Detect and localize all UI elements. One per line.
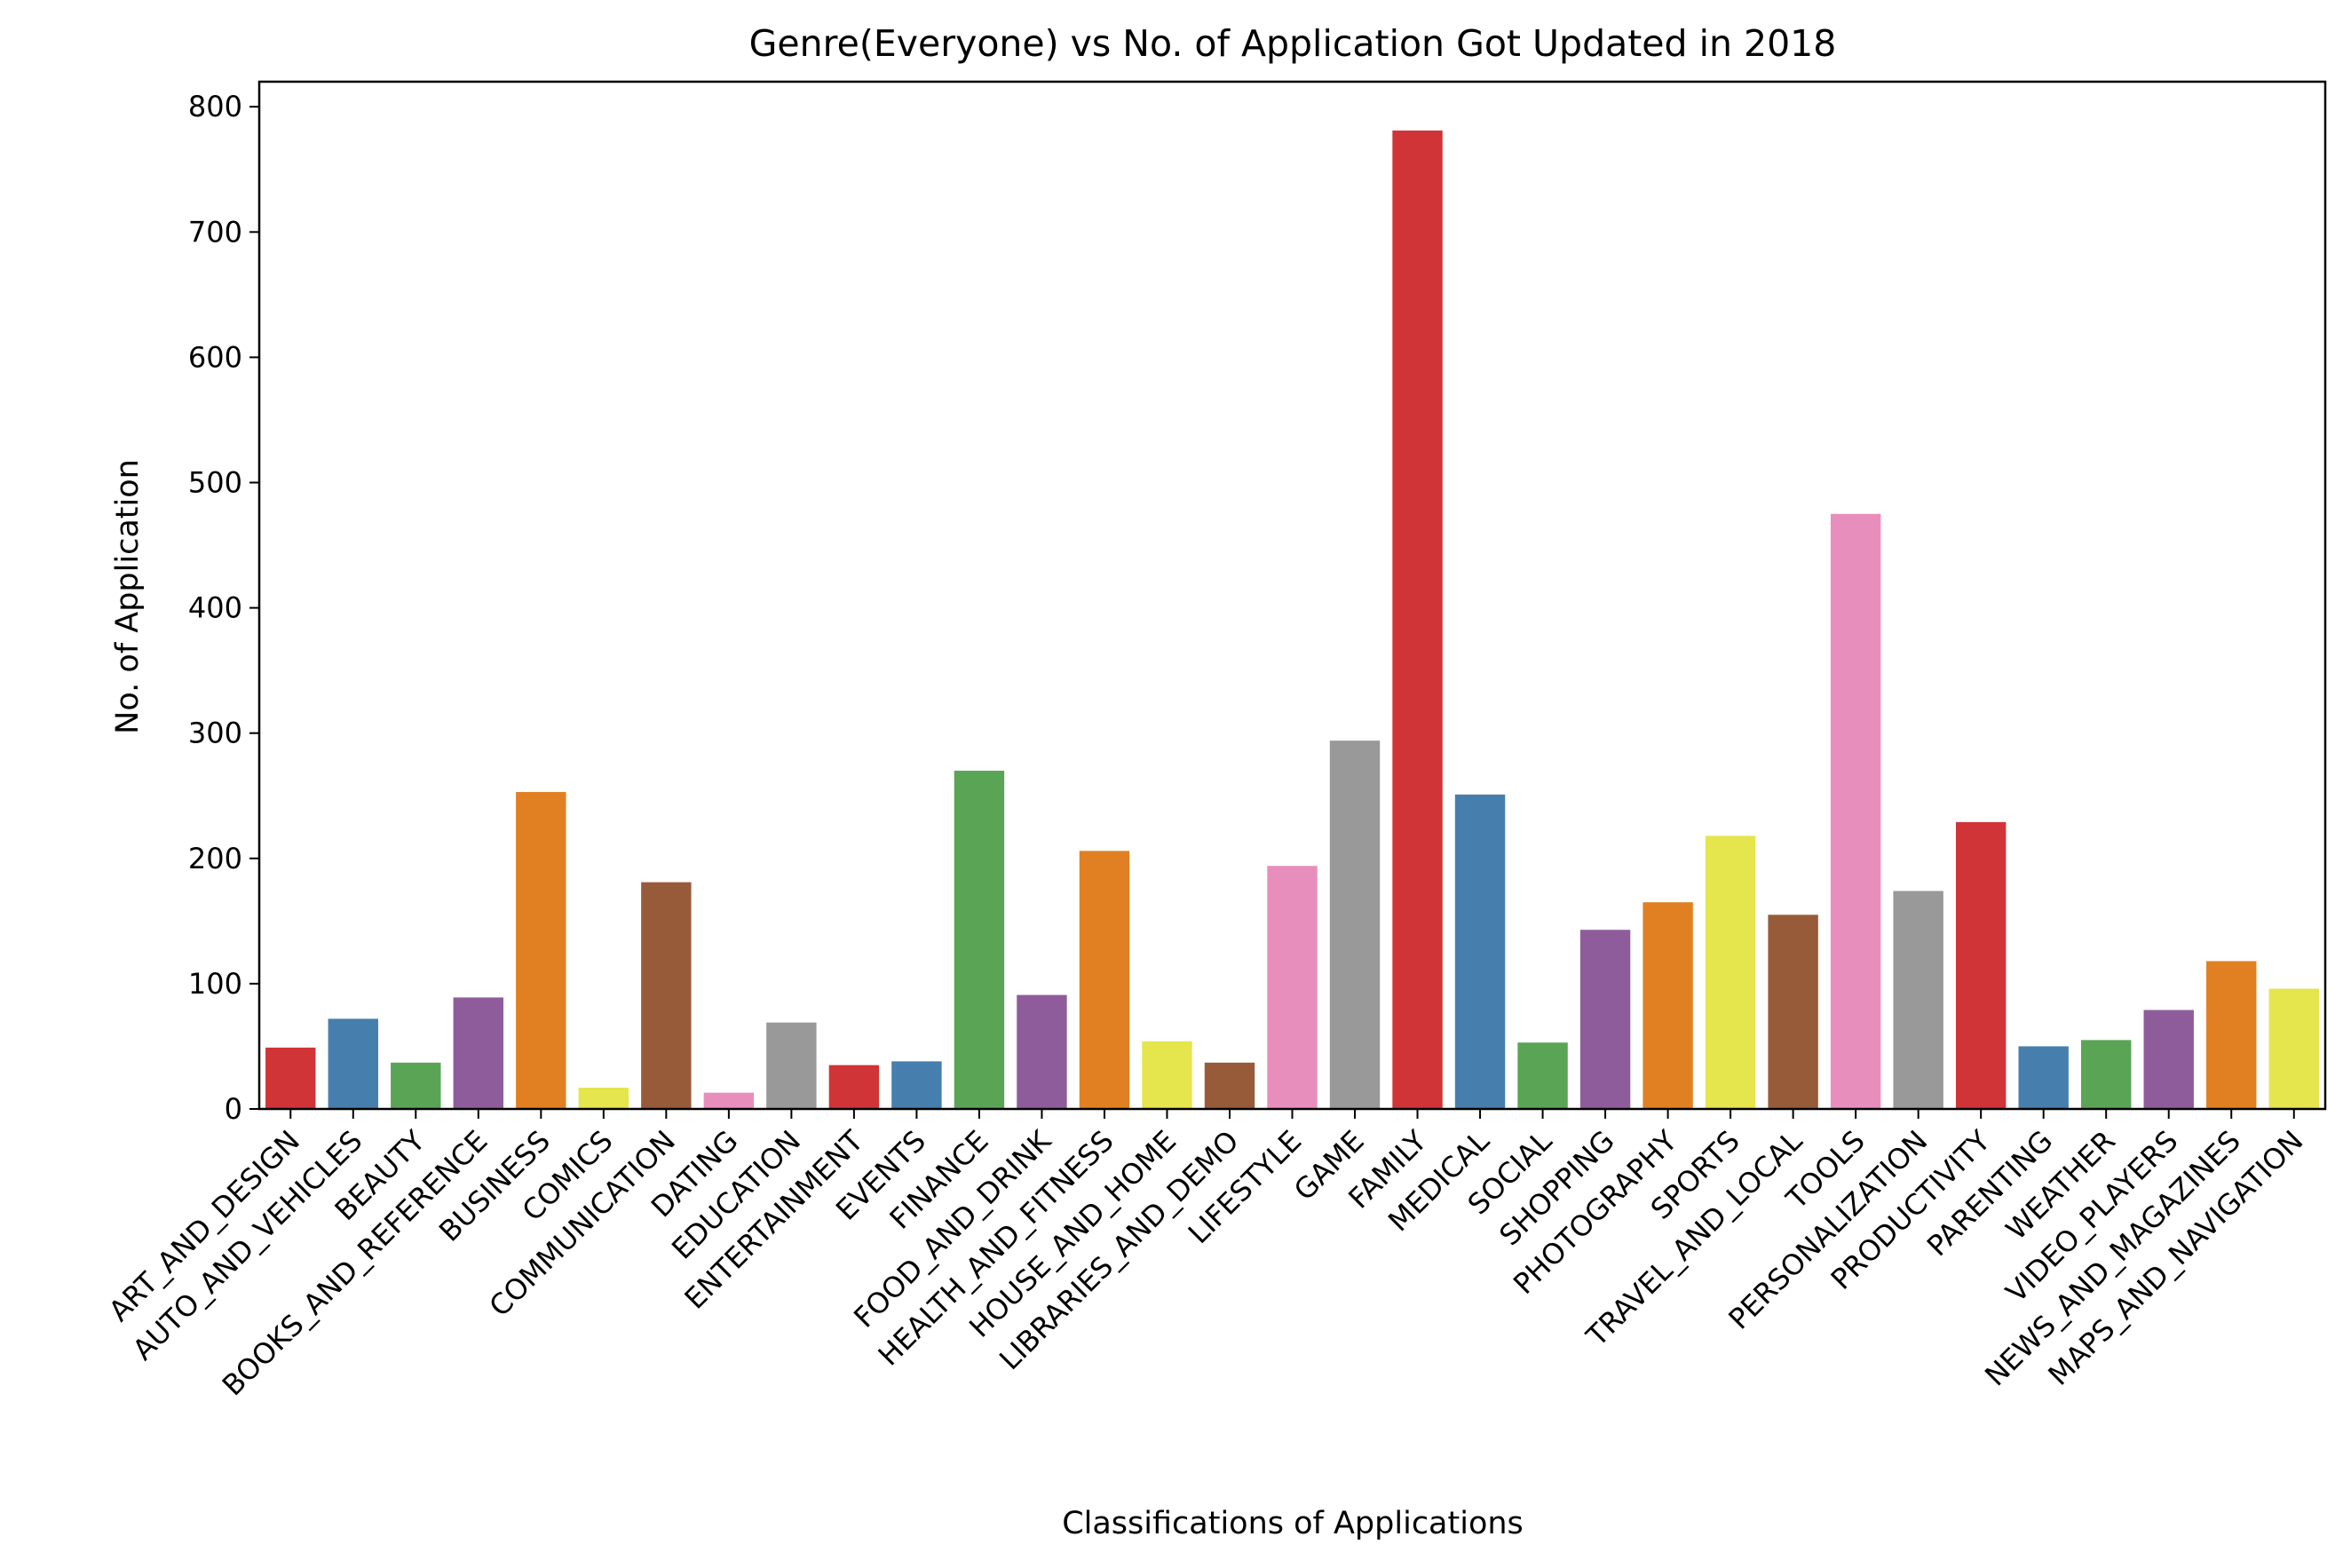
y-tick-label: 300 <box>188 717 242 750</box>
bar-maps-and-navigation <box>2268 988 2319 1109</box>
bar-lifestyle <box>1267 866 1318 1109</box>
y-tick-label: 700 <box>188 215 242 249</box>
y-tick-label: 200 <box>188 842 242 875</box>
bar-auto-and-vehicles <box>328 1018 378 1109</box>
bar-beauty <box>391 1062 441 1109</box>
bar-communication <box>641 882 692 1109</box>
bar-business <box>516 792 566 1109</box>
y-tick-label: 500 <box>188 466 242 500</box>
bar-shopping <box>1579 930 1631 1109</box>
bar-news-and-magazines <box>2206 961 2257 1109</box>
y-tick-label: 0 <box>225 1092 242 1126</box>
plot-area-frame <box>257 80 2327 1111</box>
bar-comics <box>578 1088 629 1109</box>
bar-game <box>1329 740 1381 1109</box>
y-tick-label: 600 <box>188 340 242 374</box>
chart-title: Genre(Everyone) vs No. of Application Go… <box>749 22 1837 65</box>
bar-events <box>891 1061 942 1109</box>
bar-books-and-reference <box>453 997 504 1109</box>
bar-productivity <box>1955 821 2007 1109</box>
bar-dating <box>703 1092 755 1109</box>
bars-group <box>265 131 2319 1109</box>
bar-social <box>1517 1042 1568 1109</box>
y-axis-title: No. of Application <box>110 459 146 734</box>
bar-video-players <box>2143 1010 2194 1109</box>
bar-family <box>1392 131 1443 1109</box>
bar-education <box>766 1022 817 1109</box>
x-axis: ART_AND_DESIGNAUTO_AND_VEHICLESBEAUTYBOO… <box>102 1109 2309 1402</box>
y-tick-label: 800 <box>188 90 242 123</box>
bar-libraries-and-demo <box>1204 1062 1255 1109</box>
bar-medical <box>1454 794 1506 1109</box>
bar-art-and-design <box>265 1047 316 1109</box>
bar-food-and-drink <box>1017 994 1067 1109</box>
bar-finance <box>954 771 1005 1109</box>
bar-sports <box>1705 835 1756 1109</box>
bar-house-and-home <box>1142 1041 1192 1109</box>
bar-weather <box>2080 1040 2132 1109</box>
x-axis-title: Classifications of Applications <box>1062 1506 1524 1541</box>
bar-parenting <box>2018 1046 2069 1109</box>
y-tick-label: 400 <box>188 591 242 625</box>
y-tick-label: 100 <box>188 967 242 1001</box>
bar-tools <box>1830 513 1881 1109</box>
y-axis: 0 100 200 300 400 500 600 700 800 <box>188 90 259 1126</box>
bar-travel-and-local <box>1768 915 1818 1109</box>
bar-photography <box>1643 902 1693 1109</box>
bar-health-and-fitness <box>1079 851 1130 1109</box>
bar-personalization <box>1893 891 1943 1109</box>
bar-entertainment <box>828 1065 880 1109</box>
